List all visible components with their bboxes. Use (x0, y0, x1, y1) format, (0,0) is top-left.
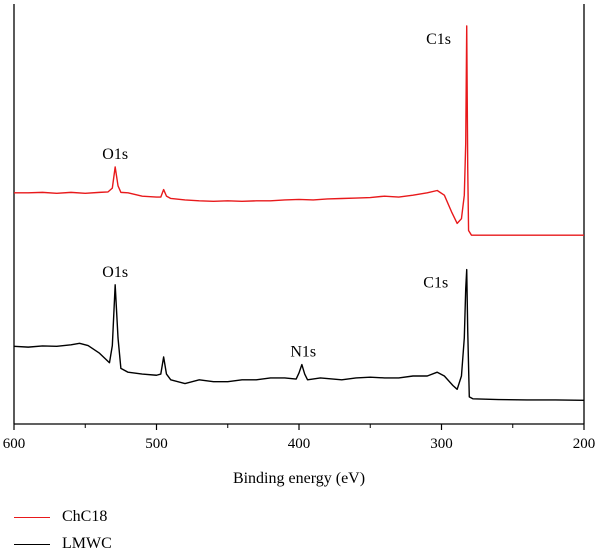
peak-label-c1s-chc18: C1s (426, 31, 451, 48)
legend-swatch-chc18 (14, 516, 50, 518)
legend-item-lmwc: LMWC (14, 534, 112, 554)
x-tick-label-200: 200 (573, 436, 596, 452)
legend: ChC18 LMWC (14, 502, 254, 552)
x-axis-title: Binding energy (eV) (233, 470, 365, 487)
peak-label-n1s-lmwc: N1s (290, 344, 316, 361)
x-tick-label-500: 500 (145, 436, 168, 452)
peak-label-o1s-lmwc: O1s (102, 264, 128, 281)
series-layer (13, 25, 585, 402)
legend-item-chc18: ChC18 (14, 507, 107, 527)
plot-area (13, 4, 585, 424)
annotation-layer: C1s O1s O1s N1s C1s (102, 31, 451, 361)
x-tick-label-600: 600 (3, 436, 26, 452)
legend-label-chc18: ChC18 (62, 508, 108, 525)
legend-label-lmwc: LMWC (62, 535, 112, 552)
xps-chart: C1s O1s O1s N1s C1s 600 500 400 300 200 Binding … (3, 4, 596, 487)
peak-label-o1s-chc18: O1s (102, 146, 128, 163)
series-line-chc18 (14, 25, 584, 236)
x-axis: 600 500 400 300 200 (3, 423, 596, 452)
series-line-lmwc (13, 268, 585, 402)
legend-swatch-lmwc (14, 543, 50, 545)
x-tick-label-300: 300 (430, 436, 453, 452)
x-tick-label-400: 400 (288, 436, 311, 452)
peak-label-c1s-lmwc: C1s (423, 275, 448, 292)
